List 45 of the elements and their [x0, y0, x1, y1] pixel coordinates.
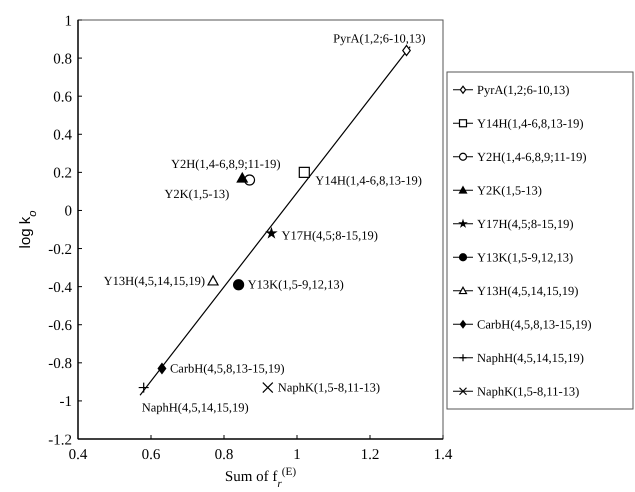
- y-tick-label: 0.2: [53, 166, 72, 182]
- point: [402, 44, 411, 56]
- annotation: Y17H(4,5;8-15,19): [281, 228, 378, 242]
- legend-label: Y17H(4,5;8-15,19): [477, 217, 574, 232]
- y-tick-label: 0.4: [53, 128, 72, 144]
- legend-label: Y2K(1,5-13): [477, 184, 542, 198]
- legend-label: Y2H(1,4-6,8,9;11-19): [477, 150, 587, 164]
- point: [158, 362, 166, 374]
- legend-label: CarbH(4,5,8,13-15,19): [477, 318, 592, 332]
- annotation: Y14H(1,4-6,8,13-19): [315, 173, 422, 188]
- y-tick-label: -1.2: [48, 432, 72, 448]
- y-tick-label: 0.6: [53, 89, 72, 106]
- y-tick-label: -0.4: [48, 280, 72, 296]
- y-tick-label: 1: [64, 13, 72, 30]
- legend-label: NaphK(1,5-8,11-13): [477, 384, 580, 399]
- x-tick-label: 0.8: [214, 447, 234, 463]
- y-tick-label: 0: [64, 204, 72, 220]
- y-tick-label: -1: [60, 394, 72, 410]
- point: [298, 166, 310, 178]
- legend-label: Y13K(1,5-9,12,13): [477, 250, 574, 265]
- annotation: Y2H(1,4-6,8,9;11-19): [170, 156, 281, 171]
- y-tick-label: -0.2: [48, 242, 72, 258]
- annotation: PyrA(1,2;6-10,13): [333, 31, 426, 46]
- x-tick-label: 1.2: [360, 447, 380, 463]
- legend-label: NaphH(4,5,14,15,19): [477, 351, 584, 366]
- y-tick-label: -0.8: [48, 356, 72, 372]
- annotation: Y13K(1,5-9,12,13): [248, 278, 344, 292]
- x-tick-label: 0.6: [142, 447, 161, 463]
- point: [266, 228, 277, 238]
- annotation: CarbH(4,5,8,13-15,19): [170, 362, 285, 376]
- x-tick-label: 1: [293, 447, 301, 463]
- annotation: Y13H(4,5,14,15,19): [104, 274, 206, 288]
- x-tick-label: 1.4: [434, 447, 453, 463]
- y-tick-label: 0.8: [53, 51, 72, 68]
- legend-label: PyrA(1,2;6-10,13): [477, 83, 570, 98]
- y-tick-label: -0.6: [48, 318, 72, 334]
- point: [262, 382, 274, 394]
- legend-label: Y13H(4,5,14,15,19): [477, 284, 578, 298]
- annotation: NaphH(4,5,14,15,19): [142, 400, 249, 415]
- annotation: Y2K(1,5-13): [164, 187, 230, 202]
- point: [236, 172, 248, 183]
- annotation: NaphK(1,5-8,11-13): [278, 380, 380, 395]
- legend-label: Y14H(1,4-6,8,13-19): [477, 116, 584, 131]
- point: [233, 279, 244, 290]
- point: [207, 275, 219, 286]
